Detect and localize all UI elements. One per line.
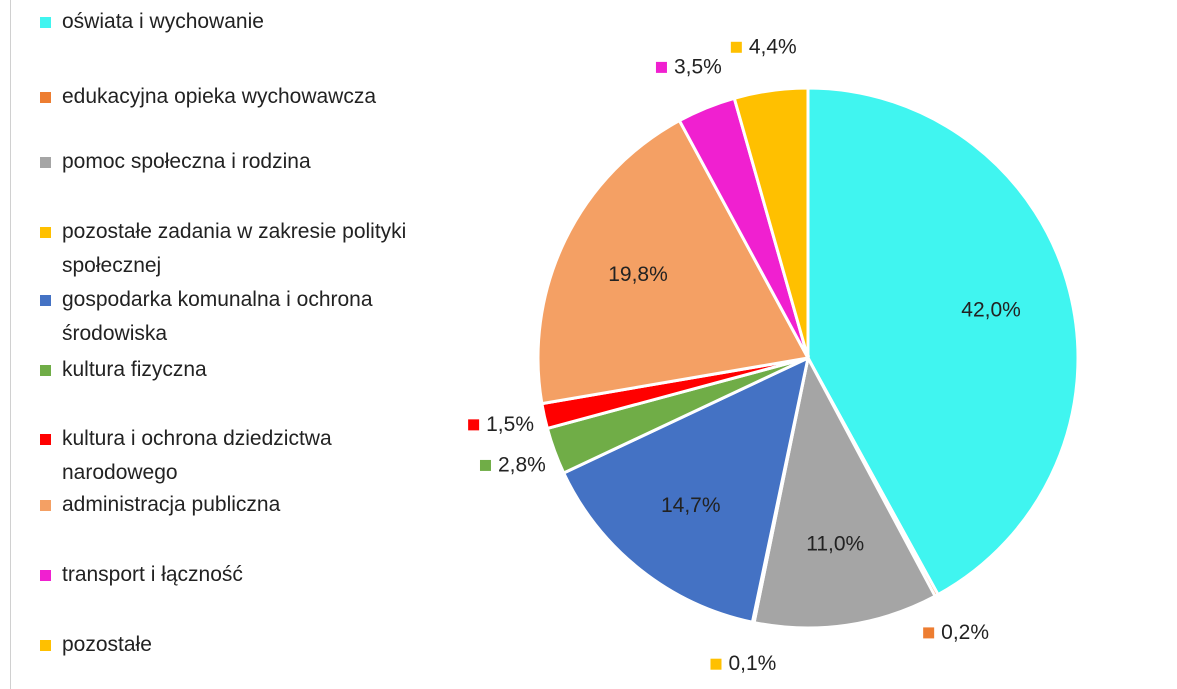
data-label: 0,2% [941,621,989,644]
pie-slice [536,118,811,406]
legend-swatch [40,92,51,103]
legend-swatch [40,157,51,168]
data-label: 0,1% [728,652,776,675]
label-swatch [479,459,491,471]
data-label: 3,5% [674,55,722,78]
legend-swatch [40,365,51,376]
legend-swatch [40,500,51,511]
label-swatch [730,41,742,53]
legend-label: kultura i ochrona dziedzictwa narodowego [62,427,332,484]
legend-swatch [40,227,51,238]
data-label: 42,0% [961,299,1021,322]
legend-swatch [40,17,51,28]
pie-slice [732,86,810,359]
legend-label: oświata i wychowanie [62,10,264,33]
legend-swatch [40,434,51,445]
legend-label: pozostałe [62,633,152,656]
pie-slice [752,353,938,630]
label-swatch [468,419,480,431]
data-label: 4,4% [749,35,797,58]
data-label: 19,8% [608,263,668,286]
frame [10,0,1177,689]
legend-swatch [40,640,51,651]
label-swatch [923,627,935,639]
legend-label: pomoc społeczna i rodzina [62,150,311,173]
pie-slice [561,355,811,624]
legend-label: transport i łączność [62,563,243,586]
data-label: 1,5% [486,413,534,436]
data-label: 2,8% [498,453,546,476]
legend-label: administracja publiczna [62,493,281,516]
legend-swatch [40,570,51,581]
label-swatch [655,61,667,73]
legend-swatch [40,295,51,306]
legend-label: kultura fizyczna [62,358,207,381]
data-label: 14,7% [661,494,721,517]
pie-slice [806,86,1080,597]
data-label: 11,0% [806,533,864,556]
legend-label: pozostałe zadania w zakresie polityki sp… [62,220,407,277]
label-swatch [710,658,722,670]
legend-label: edukacyjna opieka wychowawcza [62,85,377,108]
legend-label: gospodarka komunalna i ochrona środowisk… [62,288,373,345]
